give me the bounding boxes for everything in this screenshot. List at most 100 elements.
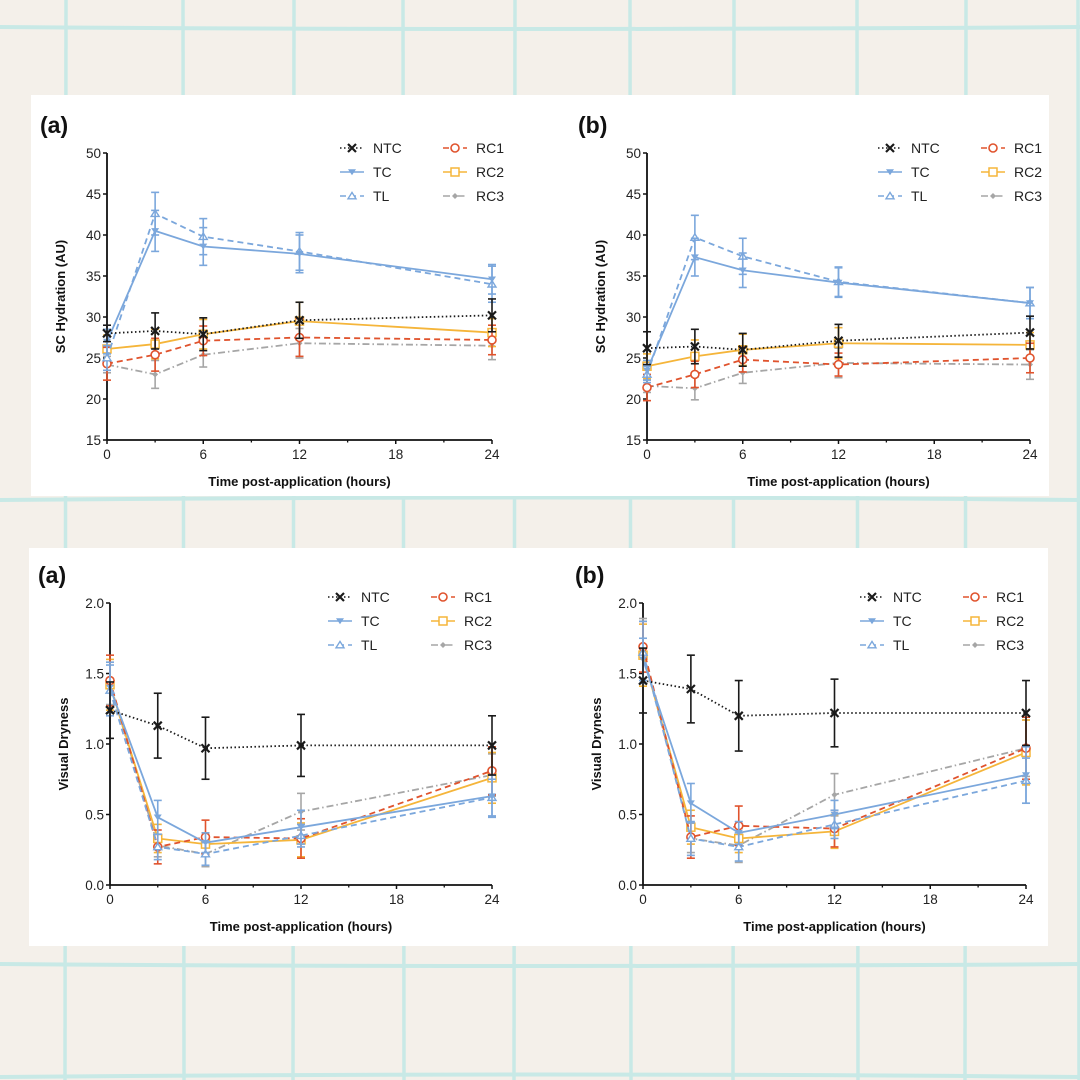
series-tc xyxy=(639,637,1030,845)
legend-marker xyxy=(438,616,448,626)
legend-label: NTC xyxy=(373,140,402,156)
legend-item-tc: TC xyxy=(328,613,380,629)
legend-item-ntc: NTC xyxy=(860,589,922,605)
legend-label: RC3 xyxy=(464,637,492,653)
series-line xyxy=(106,336,493,365)
x-tick-label: 0 xyxy=(643,447,651,462)
legend-item-tc: TC xyxy=(340,164,392,180)
data-point xyxy=(294,315,305,326)
x-tick-label: 18 xyxy=(923,892,938,907)
x-tick-label: 0 xyxy=(103,447,111,462)
data-point xyxy=(487,740,497,751)
data-point xyxy=(738,267,747,274)
legend-item-tc: TC xyxy=(878,164,930,180)
y-tick-label: 20 xyxy=(86,392,101,407)
series-ntc xyxy=(638,647,1031,752)
data-point xyxy=(150,326,160,336)
grid-line-vertical xyxy=(1076,0,1080,1080)
y-axis-title: Visual Dryness xyxy=(589,698,604,791)
y-tick-label: 0.5 xyxy=(85,808,104,823)
data-point xyxy=(200,849,211,858)
data-point xyxy=(834,279,843,286)
data-point xyxy=(105,705,115,715)
data-point xyxy=(685,833,697,842)
x-tick-label: 18 xyxy=(927,447,942,462)
data-point xyxy=(200,743,211,754)
y-tick-label: 0.0 xyxy=(85,878,104,893)
data-point xyxy=(152,842,164,851)
legend-marker xyxy=(438,592,448,602)
x-tick-label: 6 xyxy=(735,892,743,907)
y-tick-label: 0.0 xyxy=(618,878,637,893)
legend: NTC TC TL RC1 RC2 RC3 xyxy=(340,140,504,204)
data-point xyxy=(488,276,496,283)
legend-marker xyxy=(336,618,344,625)
x-tick-label: 12 xyxy=(831,447,846,462)
data-point xyxy=(833,359,844,370)
legend-marker xyxy=(867,592,877,602)
data-point xyxy=(638,675,648,686)
legend: NTC TC TL RC1 RC2 RC3 xyxy=(328,589,492,653)
data-point xyxy=(642,382,652,393)
y-tick-label: 1.0 xyxy=(85,737,104,752)
series-line xyxy=(646,357,1031,389)
legend: NTC TC TL RC1 RC2 RC3 xyxy=(860,589,1024,653)
legend-label: RC2 xyxy=(464,613,492,629)
legend-label: RC2 xyxy=(996,613,1024,629)
y-tick-label: 45 xyxy=(86,187,101,202)
y-tick-label: 35 xyxy=(626,269,641,284)
data-point xyxy=(151,228,160,235)
data-point xyxy=(690,254,699,261)
x-tick-label: 12 xyxy=(827,892,842,907)
data-point xyxy=(201,839,210,846)
legend-label: TC xyxy=(911,164,930,180)
legend-marker xyxy=(886,169,894,176)
x-tick-label: 6 xyxy=(739,447,747,462)
data-point xyxy=(487,310,497,321)
legend-marker xyxy=(868,618,876,625)
legend-label: TC xyxy=(893,613,912,629)
series-line xyxy=(642,679,1026,717)
hydration-figure-panel xyxy=(31,95,1049,496)
x-tick-label: 0 xyxy=(639,892,647,907)
legend-item-ntc: NTC xyxy=(340,140,402,156)
data-point xyxy=(829,708,840,718)
legend-marker xyxy=(450,167,460,177)
y-axis-title: SC Hydration (AU) xyxy=(593,240,608,353)
legend-item-rc3: RC3 xyxy=(431,637,492,653)
data-point xyxy=(831,791,838,798)
x-tick-label: 12 xyxy=(292,447,307,462)
legend-label: NTC xyxy=(361,589,390,605)
x-tick-label: 24 xyxy=(484,447,500,462)
series-ntc xyxy=(102,298,497,352)
legend-item-ntc: NTC xyxy=(878,140,940,156)
data-point xyxy=(737,345,748,355)
x-tick-label: 18 xyxy=(389,892,404,907)
grid-line-horizontal xyxy=(0,25,1080,31)
y-tick-label: 2.0 xyxy=(618,596,637,611)
y-tick-label: 40 xyxy=(86,228,101,243)
data-point xyxy=(690,341,700,352)
data-point xyxy=(1026,300,1034,307)
legend-marker xyxy=(866,640,878,649)
legend-label: RC2 xyxy=(1014,164,1042,180)
legend-marker xyxy=(452,193,458,199)
data-point xyxy=(101,353,113,362)
legend-item-tl: TL xyxy=(860,637,910,653)
y-tick-label: 50 xyxy=(626,146,641,161)
legend-marker xyxy=(348,169,356,176)
legend-item-rc1: RC1 xyxy=(431,589,492,605)
legend-marker xyxy=(346,191,358,200)
legend-label: RC3 xyxy=(996,637,1024,653)
x-tick-label: 24 xyxy=(1022,447,1038,462)
legend-item-rc2: RC2 xyxy=(431,613,492,629)
panel-label: (b) xyxy=(578,112,607,138)
legend-label: TC xyxy=(373,164,392,180)
series-ntc xyxy=(642,315,1035,368)
legend-item-rc2: RC2 xyxy=(981,164,1042,180)
y-tick-label: 15 xyxy=(626,433,641,448)
y-tick-label: 45 xyxy=(626,187,641,202)
